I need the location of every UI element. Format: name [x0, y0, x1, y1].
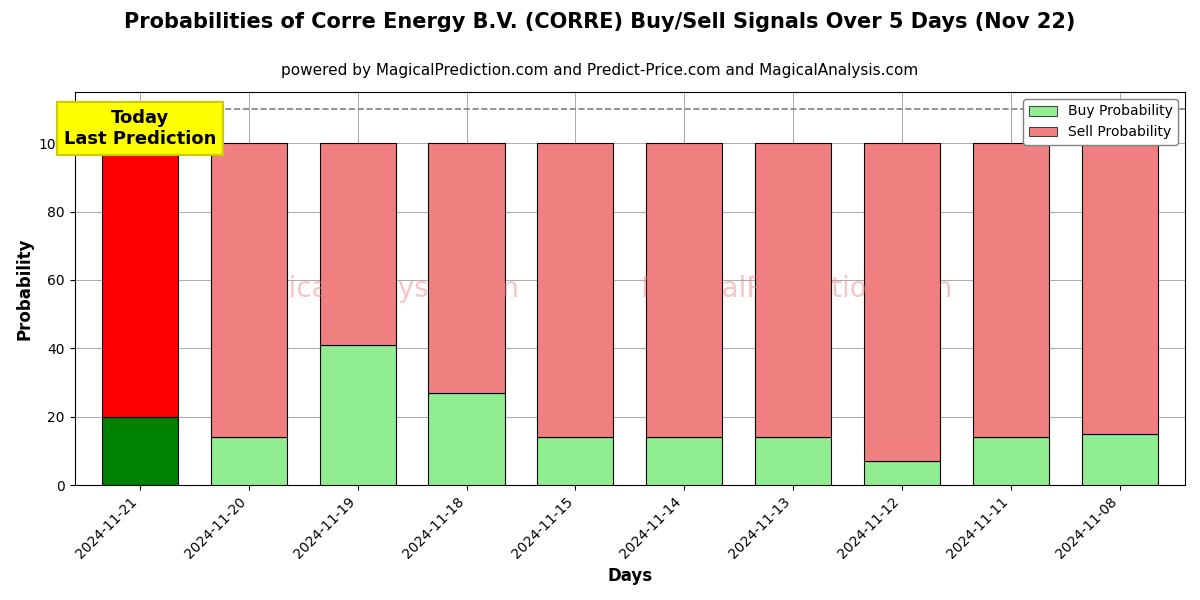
Bar	[102, 417, 178, 485]
Bar	[319, 143, 396, 345]
Text: powered by MagicalPrediction.com and Predict-Price.com and MagicalAnalysis.com: powered by MagicalPrediction.com and Pre…	[281, 63, 919, 78]
Bar	[1081, 143, 1158, 434]
Bar	[864, 461, 940, 485]
Legend: Buy Probability, Sell Probability: Buy Probability, Sell Probability	[1024, 99, 1178, 145]
Bar	[211, 437, 287, 485]
Bar	[319, 345, 396, 485]
Bar	[973, 437, 1049, 485]
Bar	[211, 143, 287, 437]
Bar	[102, 143, 178, 417]
Bar	[755, 437, 832, 485]
Bar	[755, 143, 832, 437]
Text: Today
Last Prediction: Today Last Prediction	[64, 109, 216, 148]
Bar	[538, 143, 613, 437]
Bar	[538, 437, 613, 485]
Bar	[1081, 434, 1158, 485]
Bar	[973, 143, 1049, 437]
Bar	[864, 143, 940, 461]
Text: MagicalPrediction.com: MagicalPrediction.com	[640, 275, 953, 302]
X-axis label: Days: Days	[607, 567, 653, 585]
Text: MagicalAnalysis.com: MagicalAnalysis.com	[230, 275, 518, 302]
Text: Probabilities of Corre Energy B.V. (CORRE) Buy/Sell Signals Over 5 Days (Nov 22): Probabilities of Corre Energy B.V. (CORR…	[125, 12, 1075, 32]
Bar	[428, 393, 505, 485]
Y-axis label: Probability: Probability	[16, 237, 34, 340]
Bar	[646, 143, 722, 437]
Bar	[428, 143, 505, 393]
Bar	[646, 437, 722, 485]
